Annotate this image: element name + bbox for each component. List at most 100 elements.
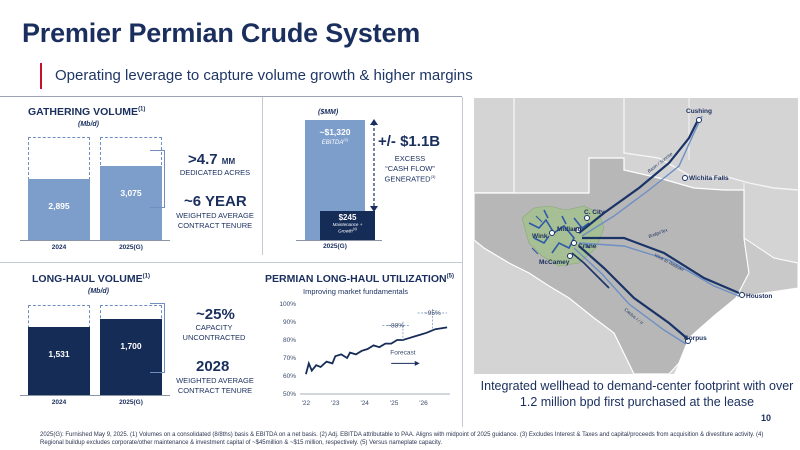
footnote: 2025(G): Furnished May 9, 2025. (1) Volu… <box>40 432 764 447</box>
acres-value: >4.7 <box>188 151 218 168</box>
x-tick-label: '26 <box>419 400 428 407</box>
y-tick-label: 70% <box>283 355 296 362</box>
ebitda-value: ~$1,320 <box>319 127 351 137</box>
acres-unit: MM <box>221 157 236 166</box>
divider-right <box>462 97 463 427</box>
gathering-unit: (Mb/d) <box>78 121 99 128</box>
utilization-subtitle: Improving market fundamentals <box>303 287 409 296</box>
utilization-line <box>305 326 448 375</box>
city-label: Corpus <box>684 335 707 342</box>
uncontracted-value: ~25% <box>196 306 235 323</box>
x-tick-label: '25 <box>390 400 399 407</box>
longhaul-tenure-desc: WEIGHTED AVERAGE CONTRACT TENURE <box>170 376 260 396</box>
page-number: 10 <box>761 413 772 423</box>
y-tick-label: 50% <box>283 391 296 398</box>
page-title: Premier Permian Crude System <box>22 18 421 48</box>
maintenance-bar <box>320 211 375 240</box>
x-tick-label: '24 <box>360 400 369 407</box>
excess-line-1: EXCESS <box>394 154 426 163</box>
forecast-arrow-head <box>414 360 420 366</box>
y-tick-label: 80% <box>283 337 296 344</box>
city-label: Houston <box>746 293 772 300</box>
bar-axis <box>20 395 170 396</box>
maintenance-labels: $245 Maintenance + Growth(4) <box>320 213 375 234</box>
longhaul-title-text: LONG-HAUL VOLUME <box>32 273 143 285</box>
longhaul-tenure-desc-1: WEIGHTED AVERAGE <box>176 376 254 385</box>
cashflow-unit: ($MM) <box>318 109 339 116</box>
gathering-title-text: GATHERING VOLUME <box>28 106 139 118</box>
bar-fill <box>28 327 90 395</box>
excess-sup: (3) <box>430 173 436 179</box>
tenure-desc-2: CONTRACT TENURE <box>177 220 253 230</box>
maint-value: $245 <box>338 213 357 222</box>
excess-line-2: “CASH FLOW” <box>385 163 435 173</box>
gathering-title: GATHERING VOLUME(1) <box>28 106 145 118</box>
header-divider <box>0 96 462 97</box>
longhaul-title: LONG-HAUL VOLUME(1) <box>32 273 150 285</box>
city-label: Wink <box>532 233 548 240</box>
uncontracted-desc-2: UNCONTRACTED <box>182 332 246 342</box>
bar-fill <box>100 319 162 395</box>
utilization-title: PERMIAN LONG-HAUL UTILIZATION(5) <box>265 273 454 285</box>
tenure-desc: WEIGHTED AVERAGE CONTRACT TENURE <box>170 211 260 231</box>
ebitda-labels: ~$1,320 EBITDA(2) <box>305 127 365 146</box>
page-subtitle: Operating leverage to capture volume gro… <box>55 67 473 84</box>
cashflow-x-label: 2025(G) <box>323 243 347 250</box>
city-label: McCamey <box>539 259 570 266</box>
utilization-title-sup: (5) <box>446 273 454 280</box>
bar-value: 1,700 <box>120 341 142 351</box>
excess-line-3: GENERATED(3) <box>375 174 445 184</box>
ebitda-sup: (2) <box>343 137 349 142</box>
longhaul-bracket <box>150 303 165 373</box>
longhaul-title-sup: (1) <box>142 273 150 280</box>
bar-value: 1,531 <box>48 349 70 359</box>
maint-label-1: Maintenance + <box>332 222 363 227</box>
bar-category-label: 2024 <box>51 244 67 251</box>
maint-label-2: Growth(4) <box>320 227 375 234</box>
maint-label-2-text: Growth <box>338 228 353 234</box>
utilization-title-text: PERMIAN LONG-HAUL UTILIZATION <box>265 273 447 285</box>
bar-value: 2,895 <box>48 201 70 211</box>
pipeline-label: BridgeTex <box>648 227 669 239</box>
bar-axis <box>20 240 170 241</box>
bar-category-label: 2025(G) <box>119 399 143 406</box>
excess-arrow-icon <box>370 119 378 212</box>
divider-horizontal <box>0 262 462 263</box>
divider-mid-top <box>262 97 263 255</box>
gathering-bracket <box>150 150 165 208</box>
longhaul-tenure-desc-2: CONTRACT TENURE <box>177 385 253 395</box>
bar-fill <box>100 166 162 240</box>
utilization-chart: 50% 60% 70% 80% 90% 100% '22 '23 '24 '25 '26 ~88% ~9… <box>279 301 450 407</box>
forecast-label: Forecast <box>390 349 415 356</box>
excess-desc: EXCESS “CASH FLOW” GENERATED(3) <box>375 154 445 184</box>
tenure-value: ~6 YEAR <box>184 193 247 210</box>
bar-category-label: 2025(G) <box>119 244 143 251</box>
uncontracted-desc-1: CAPACITY <box>195 323 233 332</box>
y-tick-label: 90% <box>283 319 296 326</box>
accent-bar <box>40 63 42 89</box>
city-label: C. City <box>584 209 605 216</box>
acres-desc: DEDICATED ACRES <box>179 168 251 177</box>
ebitda-label: EBITDA(2) <box>305 137 365 146</box>
target-95-label: ~95% <box>424 310 441 317</box>
excess-value: +/- $1.1B <box>378 133 441 150</box>
bar-category-label: 2024 <box>51 399 67 406</box>
pipeline-map: Cushing Wichita Falls C. City Midland Wi… <box>474 98 798 374</box>
longhaul-unit: (Mb/d) <box>88 288 109 295</box>
x-tick-label: '23 <box>331 400 340 407</box>
longhaul-tenure-value: 2028 <box>196 358 230 375</box>
bar-fill <box>28 179 90 240</box>
y-tick-label: 100% <box>279 301 296 308</box>
target-88-label: ~88% <box>387 323 404 330</box>
y-tick-label: 60% <box>283 373 296 380</box>
city-label: Crane <box>578 243 597 250</box>
map-caption: Integrated wellhead to demand-center foo… <box>480 379 794 410</box>
city-label: Midland <box>557 226 582 233</box>
cashflow-axis <box>296 240 382 241</box>
tenure-desc-1: WEIGHTED AVERAGE <box>176 211 254 220</box>
gathering-title-sup: (1) <box>138 106 146 113</box>
city-label: Cushing <box>686 108 712 115</box>
excess-line-3-text: GENERATED <box>384 174 431 183</box>
bar-value: 3,075 <box>120 188 142 198</box>
texas-map: Cushing Wichita Falls C. City Midland Wi… <box>474 98 798 374</box>
